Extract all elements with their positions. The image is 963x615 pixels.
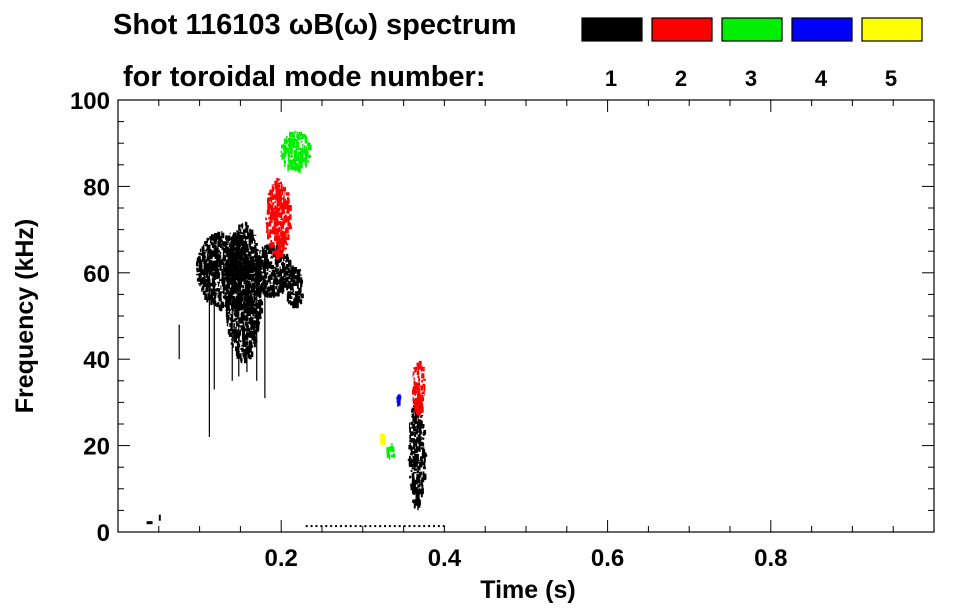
mode-1-baseline-dot [398,525,401,528]
title-line-1: Shot 116103 ωB(ω) spectrum [113,9,517,41]
mode-1-baseline-dot [418,525,421,528]
y-tick-label: 80 [83,174,110,201]
legend-label-mode-2: 2 [675,66,687,91]
mode-1-region [285,265,304,309]
mode-1-baseline-dot [359,525,362,528]
title-line-2: for toroidal mode number: [123,61,486,93]
y-tick-label: 100 [70,88,110,115]
mode-1-baseline-dot [442,525,445,528]
mode-1-baseline-dot [339,525,342,528]
mode-2-region [412,360,426,417]
y-tick-label: 20 [83,434,110,461]
mode-1-baseline-dot [388,525,391,528]
mode-1-baseline-dot [315,525,318,528]
mode-1-baseline-dot [330,525,333,528]
mode-5-speckle [379,433,386,446]
x-axis-label: Time (s) [480,576,575,604]
legend-label-mode-4: 4 [815,66,828,91]
mode-1-region [224,221,264,364]
x-tick-label: 0.6 [591,545,624,572]
mode-1-baseline-dot [320,525,323,528]
y-axis-label: Frequency (kHz) [11,219,39,413]
mode-1-speckle [224,221,264,364]
mode-5-region [379,433,386,446]
legend-label-mode-5: 5 [885,66,897,91]
mode-1-region [407,398,428,511]
mode-3-speckle [280,130,312,173]
x-tick-label: 0.8 [754,545,787,572]
mode-1-baseline-dot [413,525,416,528]
mode-1-baseline-dot [158,514,161,521]
legend: 1 2 3 4 5 [581,17,923,91]
mode-1-baseline-dot [325,525,328,528]
y-tick-label: 0 [97,520,110,547]
mode-1-baseline-dot [369,525,372,528]
mode-4-region [396,394,402,407]
mode-3-speckle [386,443,396,460]
mode-1-baseline-dot [403,525,406,528]
plot-frame [117,99,935,533]
legend-swatch-mode-2 [651,17,713,42]
mode-1-baseline [146,514,445,528]
x-tick-label: 0.4 [428,545,462,572]
mode-1-baseline-dot [393,525,396,528]
mode-2-region [265,177,292,260]
mode-1-baseline-dot [379,525,382,528]
mode-2-speckle [412,360,426,417]
x-tick-label: 0.2 [265,545,298,572]
mode-1-baseline-dot [344,525,347,528]
legend-swatch-mode-5 [861,17,923,42]
mode-1-speckle [407,398,428,511]
mode-2-speckle [265,177,292,260]
mode-1-speckle [285,265,304,309]
mode-1-baseline-dot [432,525,435,528]
mode-1-baseline-dot [349,525,352,528]
mode-1-streaks [178,255,266,437]
y-tick-label: 60 [83,261,110,288]
plot-marks [146,130,445,528]
legend-swatch-mode-3 [721,17,783,42]
y-tick-label: 40 [83,347,110,374]
legend-label-mode-1: 1 [605,66,617,91]
axis-ticks: 0 20 40 60 80 100 0.2 0.4 0.6 0.8 [70,88,934,572]
mode-1-baseline-dot [310,525,313,528]
mode-1-baseline-dot [428,525,431,528]
mode-1-baseline-dot [384,525,387,528]
mode-1-baseline-dot [146,521,153,525]
mode-1-baseline-dot [305,525,308,528]
mode-1-baseline-dot [354,525,357,528]
mode-1-baseline-dot [364,525,367,528]
mode-3-region [280,130,312,173]
mode-1-baseline-dot [437,525,440,528]
legend-swatch-mode-4 [791,17,853,42]
mode-3-region [386,443,396,460]
mode-1-baseline-dot [374,525,377,528]
mode-1-baseline-dot [335,525,338,528]
legend-swatch-mode-1 [581,17,643,42]
legend-label-mode-3: 3 [745,66,757,91]
mode-4-speckle [396,394,402,407]
mode-1-baseline-dot [408,525,411,528]
mode-1-baseline-dot [423,525,426,528]
